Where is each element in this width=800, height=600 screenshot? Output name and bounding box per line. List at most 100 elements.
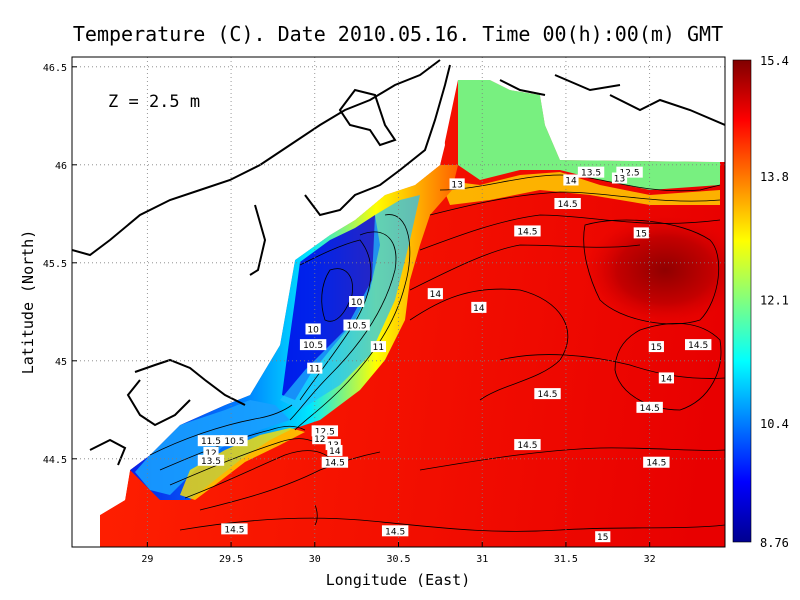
contour-label: 10 (307, 325, 319, 335)
contour-label: 14.5 (537, 390, 557, 400)
contour-label-box (312, 433, 328, 445)
contour-label-box (203, 446, 219, 458)
contour-label-box (514, 225, 541, 237)
contour-label-box (311, 425, 339, 437)
contour-label-box (370, 341, 387, 353)
contour-label-box (611, 172, 628, 184)
contour-label: 13 (614, 175, 625, 185)
y-tick-label: 44.5 (43, 455, 67, 466)
contour-label-box (685, 339, 712, 351)
y-axis-ticks: 44.5 45 45.5 46 46.5 (43, 63, 77, 466)
x-axis-ticks: 29 29.5 30 30.5 31 31.5 32 (141, 542, 656, 565)
contour-label: 14.5 (325, 459, 345, 469)
contour-label: 14.5 (640, 404, 660, 414)
contour-label-box (325, 439, 341, 451)
chart-title: Temperature (C). Date 2010.05.16. Time 0… (73, 22, 723, 46)
contour-label-box (343, 319, 370, 331)
contour-label-box (534, 388, 561, 400)
contour-label: 13 (451, 180, 462, 190)
contour-label: 11 (373, 343, 384, 353)
contour-label-box (636, 401, 663, 413)
contour-label: 15 (597, 533, 608, 543)
contour-label: 14.5 (688, 341, 708, 351)
x-tick-label: 30.5 (386, 554, 410, 565)
contour-label: 14.5 (646, 459, 666, 469)
contour-label-box (563, 174, 579, 186)
shelf-front-yellow (440, 172, 720, 205)
y-axis-label: Latitude (North) (19, 230, 37, 375)
contour-label: 13.5 (581, 169, 601, 179)
northern-shelf-water (458, 80, 720, 190)
contour-label: 12.5 (315, 427, 335, 437)
contour-label: 15 (651, 343, 662, 353)
y-tick-label: 45 (55, 357, 67, 368)
contour-label-box (221, 435, 248, 447)
cold-core (282, 215, 380, 400)
warm-core (585, 215, 725, 325)
contour-label-box (471, 301, 487, 313)
contour-label-box (427, 288, 443, 300)
colorbar (732, 59, 752, 543)
land-mass (72, 57, 445, 547)
contour-label-box (577, 166, 605, 178)
contour-label-box (349, 296, 365, 307)
depth-annotation: Z = 2.5 m (108, 92, 200, 112)
x-tick-label: 30 (309, 554, 321, 565)
contour-label: 10.5 (224, 437, 244, 447)
contour-label-box (305, 323, 321, 335)
contour-label: 14 (565, 176, 577, 186)
land-mass (458, 57, 725, 162)
contour-label-box (449, 178, 465, 190)
plot-area (72, 57, 725, 547)
contour-label: 10.5 (303, 341, 323, 351)
contour-label: 14.5 (517, 441, 537, 451)
x-tick-label: 31.5 (554, 554, 578, 565)
mid-shelf-cyan (280, 195, 420, 410)
contour-label: 14.5 (385, 527, 405, 537)
y-tick-label: 45.5 (43, 259, 67, 270)
colorbar-tick-label: 13.8 (760, 170, 789, 184)
colorbar-ticks: 15.4 13.8 12.1 10.4 8.76 (760, 54, 789, 550)
contour-label-box (381, 525, 409, 537)
contour-label-box (221, 523, 248, 535)
contour-label: 14 (473, 304, 485, 314)
contour-label: 11 (309, 365, 320, 375)
contour-label-box (197, 454, 225, 466)
contour-label: 10 (351, 298, 363, 308)
contour-label-box (648, 341, 664, 353)
contour-label: 12.5 (620, 169, 640, 179)
colorbar-tick-label: 8.76 (760, 536, 789, 550)
contour-label-box (299, 339, 327, 351)
x-tick-label: 32 (644, 554, 656, 565)
contour-label: 14 (329, 447, 341, 457)
contour-label: 14.5 (558, 200, 578, 210)
contour-label-box (327, 444, 343, 456)
contour-label-box (658, 372, 674, 384)
contour-label: 12 (205, 449, 216, 459)
y-tick-label: 46 (55, 161, 67, 172)
contour-label: 15 (636, 229, 647, 239)
contour-label-box (643, 456, 670, 468)
contour-label-box (307, 362, 323, 374)
contour-label: 14.5 (224, 525, 244, 535)
x-tick-label: 29.5 (219, 554, 243, 565)
contour-label: 10.5 (347, 322, 367, 332)
contour-label-box (321, 456, 349, 468)
x-tick-label: 29 (141, 554, 153, 565)
contour-label: 14 (661, 374, 673, 384)
contour-label-box (633, 227, 649, 239)
contour-label-box (554, 198, 581, 209)
contour-label: 13.5 (201, 457, 221, 467)
contour-label-box (616, 166, 643, 178)
contour-label: 14 (430, 290, 442, 300)
colorbar-tick-label: 15.4 (760, 54, 789, 68)
colorbar-tick-label: 10.4 (760, 417, 789, 431)
contour-label: 11.5 (201, 437, 221, 447)
contour-lines (149, 174, 725, 532)
colorbar-tick-label: 12.1 (760, 294, 789, 308)
contour-label: 14.5 (517, 227, 537, 237)
contour-label-box (595, 531, 611, 543)
shelf-south-yellow (180, 428, 305, 500)
